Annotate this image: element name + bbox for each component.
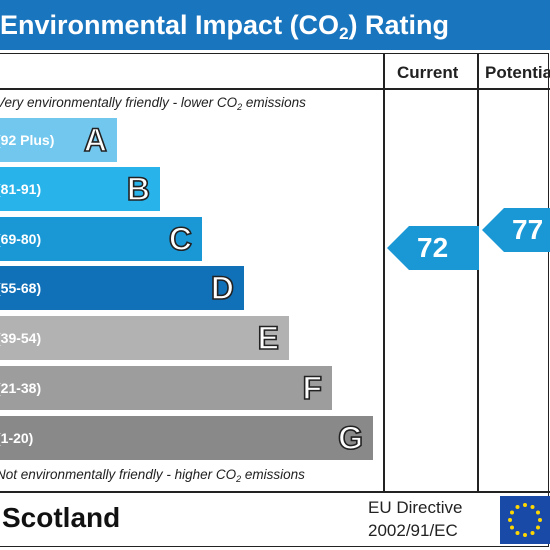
eu-star: [536, 525, 540, 530]
top-note: Very environmentally friendly - lower CO…: [0, 95, 306, 112]
current-column-header: Current: [397, 63, 459, 82]
eu-directive-line2: 2002/91/EC: [368, 521, 458, 540]
bottom-note: Not environmentally friendly - higher CO…: [0, 467, 305, 484]
eu-star: [515, 531, 520, 535]
eu-star: [508, 518, 512, 522]
current-rating-value: 72: [417, 232, 449, 263]
band-range-label: (55-68): [0, 280, 42, 296]
band-f: (21-38) F: [0, 366, 332, 410]
eu-star: [523, 533, 527, 537]
column-divider-left: [383, 53, 385, 493]
eu-star: [538, 518, 542, 522]
band-range-label: (81-91): [0, 181, 42, 197]
eu-star: [530, 531, 535, 535]
band-range-label: (39-54): [0, 330, 42, 346]
band-range-label: (21-38): [0, 380, 42, 396]
chart-title: Environmental Impact (CO2) Rating: [0, 10, 450, 43]
footer-divider: [0, 491, 550, 493]
header-divider: [0, 88, 550, 90]
chart-title-bar: Environmental Impact (CO2) Rating: [0, 0, 550, 50]
band-letter: G: [337, 419, 363, 457]
band-g: (1-20) G: [0, 416, 373, 460]
band-range-label: (69-80): [0, 231, 42, 247]
column-divider-right: [477, 53, 479, 493]
band-letter: A: [83, 121, 108, 159]
eu-star: [536, 510, 540, 515]
current-arrow-shape: [387, 226, 479, 270]
eu-directive-line1: EU Directive: [368, 498, 463, 517]
band-e: (39-54) E: [0, 316, 289, 360]
rating-frame: [0, 53, 549, 547]
band-a: (92 Plus) A: [0, 118, 117, 162]
eu-star: [523, 503, 527, 507]
eu-star: [530, 505, 535, 509]
eu-flag-icon: [500, 496, 550, 544]
band-letter: F: [302, 369, 323, 407]
region-label: Scotland: [2, 502, 121, 533]
band-range-label: (1-20): [0, 430, 34, 446]
eu-star: [515, 505, 520, 509]
band-d: (55-68) D: [0, 266, 244, 310]
potential-column-header: Potentia: [485, 63, 550, 82]
band-range-label: (92 Plus): [0, 132, 55, 148]
band-c: (69-80) C: [0, 217, 202, 261]
band-letter: E: [257, 319, 280, 357]
band-letter: B: [126, 170, 151, 208]
band-letter: C: [168, 220, 193, 258]
potential-arrow-shape: [482, 208, 550, 252]
band-letter: D: [210, 269, 235, 307]
eu-star: [510, 510, 514, 515]
band-b: (81-91) B: [0, 167, 160, 211]
potential-rating-value: 77: [512, 214, 544, 245]
eu-star: [510, 525, 514, 530]
